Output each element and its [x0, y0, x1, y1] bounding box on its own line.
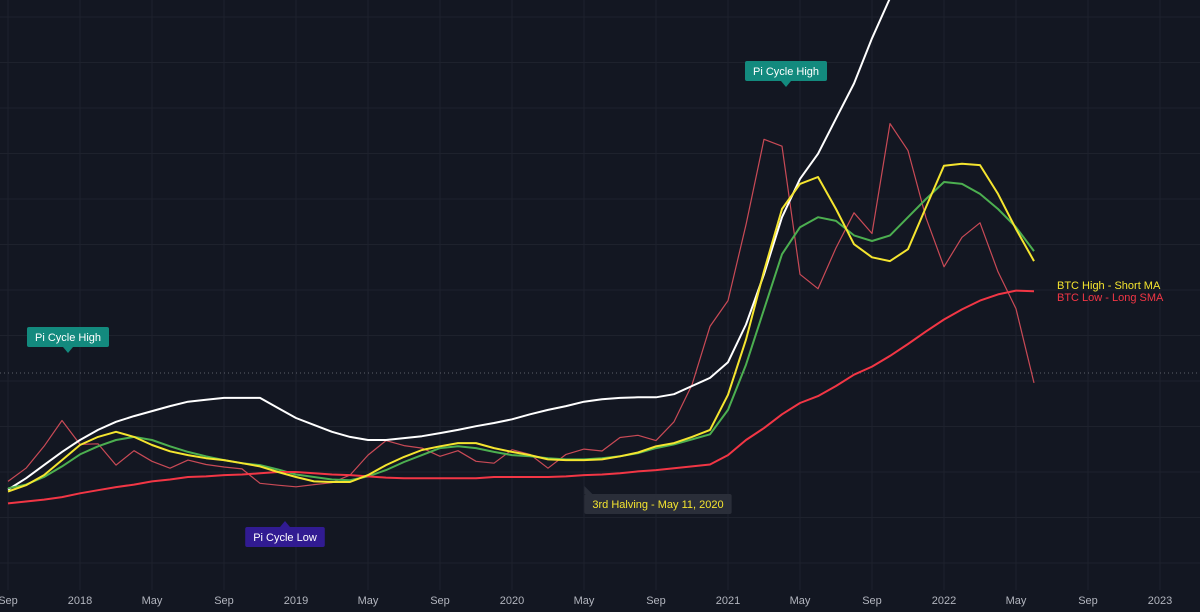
annotation: Pi Cycle High	[744, 61, 828, 87]
x-tick-label: 2018	[68, 595, 92, 607]
annotation-box	[245, 527, 325, 547]
annotation: 3rd Halving - May 11, 2020	[584, 486, 732, 514]
annotation-tip	[584, 486, 593, 494]
x-tick-label: 2022	[932, 595, 956, 607]
x-tick-label: May	[358, 595, 379, 607]
x-tick-label: May	[142, 595, 163, 607]
annotation-tip	[280, 521, 290, 527]
x-tick-label: Sep	[214, 595, 234, 607]
series-line	[7, 162, 1035, 493]
annotation-box	[26, 327, 110, 347]
plot	[7, 0, 1035, 505]
annotation: Pi Cycle Low	[245, 521, 325, 547]
x-tick-label: 2021	[716, 595, 740, 607]
x-tick-label: Sep	[0, 595, 18, 607]
x-tick-label: 2023	[1148, 595, 1172, 607]
x-tick-label: 2020	[500, 595, 524, 607]
x-tick-label: Sep	[430, 595, 450, 607]
annotation-box	[744, 61, 828, 81]
series-line	[7, 123, 1035, 488]
annotation-text: 3rd Halving - May 11, 2020	[592, 499, 723, 511]
x-tick-label: Sep	[646, 595, 666, 607]
annotation-box	[584, 494, 732, 514]
x-tick-label: Sep	[862, 595, 882, 607]
annotation: Pi Cycle High	[26, 327, 110, 353]
x-tick-label: May	[1006, 595, 1027, 607]
x-tick-label: May	[574, 595, 595, 607]
series-line	[7, 289, 1035, 505]
series-line	[7, 181, 1035, 490]
legend-label: BTC High - Short MA	[1057, 280, 1161, 292]
legend-label: BTC Low - Long SMA	[1057, 292, 1164, 304]
annotation-tip	[781, 81, 791, 87]
x-tick-label: Sep	[1078, 595, 1098, 607]
annotation-text: Pi Cycle High	[35, 332, 101, 344]
annotation-tip	[63, 347, 73, 353]
x-tick-label: 2019	[284, 595, 308, 607]
annotation-text: Pi Cycle Low	[253, 532, 317, 544]
annotation-text: Pi Cycle High	[753, 66, 819, 78]
x-tick-label: May	[790, 595, 811, 607]
